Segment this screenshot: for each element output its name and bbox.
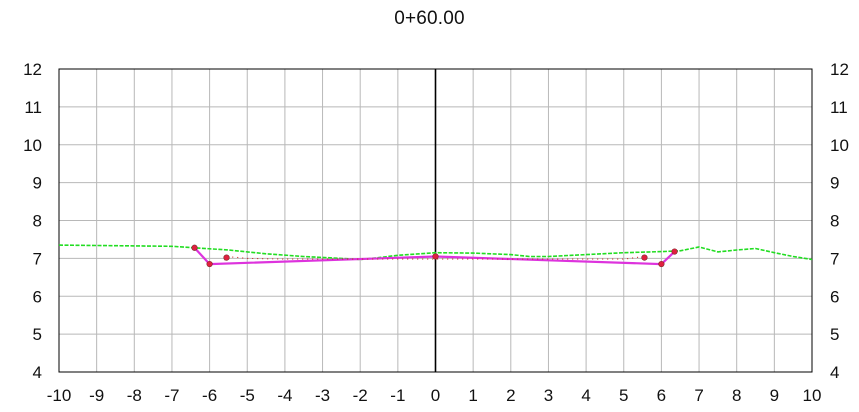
x-tick-label: 4 xyxy=(581,386,590,405)
vertex-marker xyxy=(432,253,439,260)
vertex-marker xyxy=(658,260,665,268)
vertex-marker xyxy=(671,248,678,255)
chart-title: 0+60.00 xyxy=(394,8,465,29)
x-tick-label: -10 xyxy=(47,386,72,405)
x-tick-label: 3 xyxy=(544,386,553,405)
x-tick-label: 6 xyxy=(657,386,666,405)
series-layer xyxy=(58,244,813,268)
x-tick-label: -2 xyxy=(353,386,368,405)
y-tick-label-right: 11 xyxy=(830,98,848,117)
y-tick-label-right: 9 xyxy=(830,174,839,193)
y-tick-label-left: 9 xyxy=(33,174,42,193)
x-tick-label: -1 xyxy=(390,386,405,405)
x-tick-label: -5 xyxy=(240,386,255,405)
y-tick-label-right: 10 xyxy=(830,136,849,155)
y-tick-label-left: 12 xyxy=(23,60,42,79)
x-tick-label: 1 xyxy=(468,386,477,405)
x-tick-label: 10 xyxy=(803,386,822,405)
x-tick-label: 0 xyxy=(431,386,440,405)
x-tick-label: -3 xyxy=(315,386,330,405)
y-tick-label-left: 7 xyxy=(33,249,42,268)
x-tick-label: 5 xyxy=(619,386,628,405)
vertex-marker xyxy=(223,254,230,261)
x-tick-label: -6 xyxy=(202,386,217,405)
series-line-dotted xyxy=(224,255,647,261)
x-tick-label: 7 xyxy=(694,386,703,405)
y-tick-label-left: 4 xyxy=(33,363,42,382)
vertex-marker xyxy=(206,260,213,268)
x-tick-label: 9 xyxy=(770,386,779,405)
y-tick-label-right: 6 xyxy=(830,287,839,306)
x-tick-label: -8 xyxy=(127,386,142,405)
x-tick-label: -9 xyxy=(89,386,104,405)
x-tick-label: -7 xyxy=(164,386,179,405)
y-tick-label-left: 5 xyxy=(33,325,42,344)
y-tick-label-left: 11 xyxy=(24,98,42,117)
y-tick-label-right: 8 xyxy=(830,212,839,231)
y-tick-label-right: 4 xyxy=(830,363,839,382)
vertex-marker xyxy=(641,254,648,261)
tick-label-layer: -10 -9 -8 -7 -6 -5 -4 -3 -2 -1 0 1 2 3 4 5 6 7 8 9 104 45 56 67… xyxy=(23,60,849,405)
vertex-marker xyxy=(191,244,198,251)
y-tick-label-right: 5 xyxy=(830,325,839,344)
y-tick-label-left: 6 xyxy=(33,287,42,306)
x-tick-label: 2 xyxy=(506,386,515,405)
y-tick-label-right: 12 xyxy=(830,60,849,79)
y-tick-label-left: 10 xyxy=(23,136,42,155)
x-tick-label: -4 xyxy=(277,386,292,405)
x-tick-label: 8 xyxy=(732,386,741,405)
grid-layer xyxy=(58,68,813,373)
y-tick-label-left: 8 xyxy=(33,212,42,231)
y-tick-label-right: 7 xyxy=(830,249,839,268)
